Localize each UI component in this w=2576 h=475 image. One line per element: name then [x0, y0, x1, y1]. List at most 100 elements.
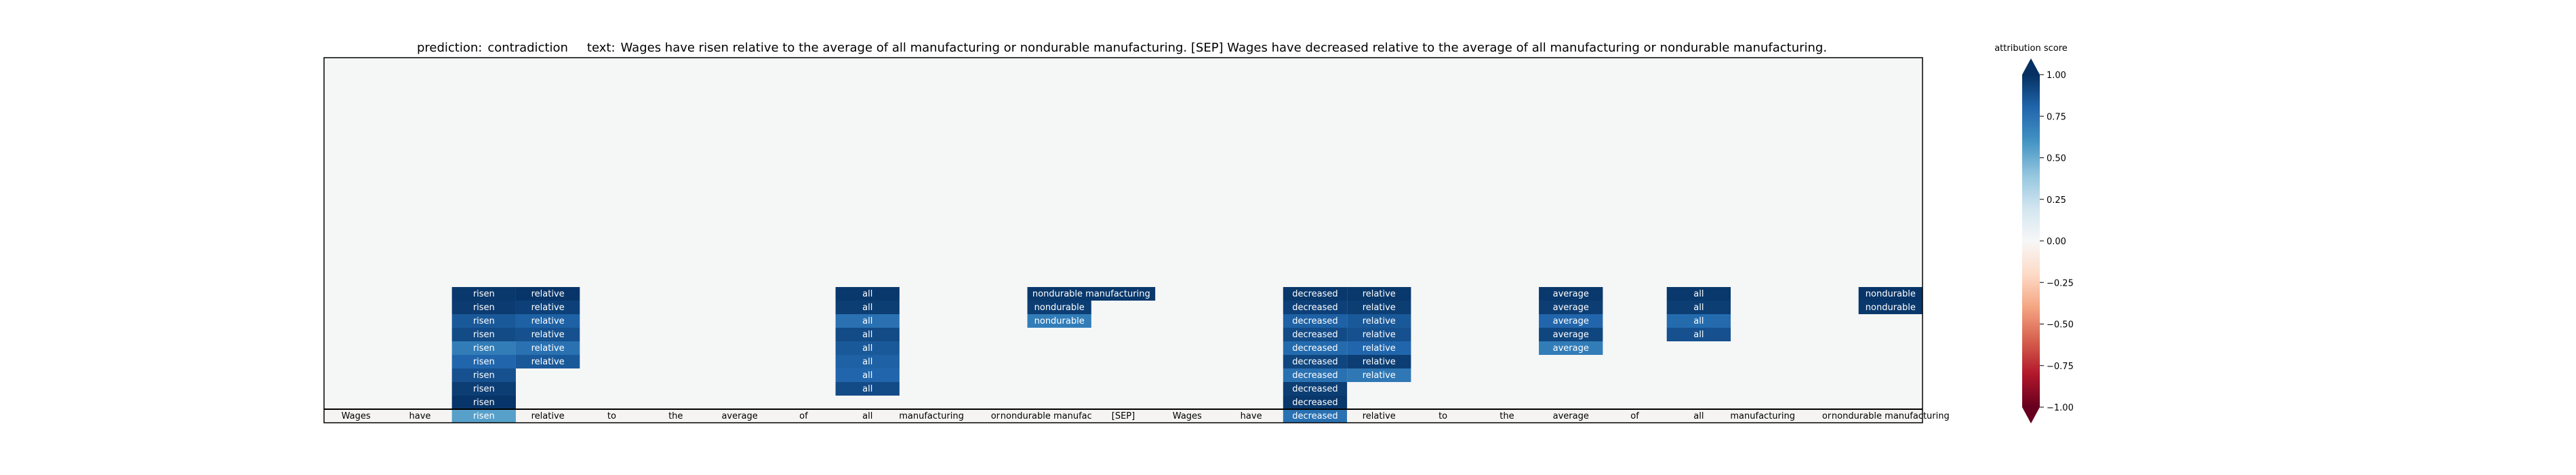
token-cell [1731, 409, 1795, 423]
attribution-cell [1666, 301, 1731, 314]
attribution-cell-label: nondurable manufacturing [1032, 289, 1150, 299]
attribution-cell-label: relative [531, 303, 565, 313]
attribution-cell [515, 341, 580, 355]
token-cell [324, 409, 388, 423]
colorbar-label: attribution score [1994, 43, 2068, 54]
input-text: Wages have risen relative to the average… [621, 41, 1828, 55]
attribution-cell-label: nondurable [1866, 289, 1916, 299]
attribution-cell [451, 355, 516, 368]
token-label: the [1500, 411, 1514, 421]
colorbar-tick-label: 0.50 [2047, 154, 2066, 164]
attribution-cell-label: nondurable [1034, 303, 1085, 313]
attribution-cell [1347, 287, 1411, 301]
attribution-cell-label: average [1553, 330, 1589, 340]
token-cell [1474, 409, 1539, 423]
token-label: have [1241, 411, 1262, 421]
attribution-cell [1283, 396, 1348, 409]
attribution-cell-label: risen [473, 370, 495, 381]
attribution-cell-label: all [862, 330, 872, 340]
attribution-cell [1347, 341, 1411, 355]
attribution-cell-label: average [1553, 316, 1589, 326]
attribution-cell [1027, 301, 1091, 314]
attribution-cell-label: all [862, 357, 872, 367]
attribution-cell [451, 382, 516, 396]
attribution-cell [1539, 287, 1603, 301]
attribution-cell-label: relative [1363, 357, 1396, 367]
token-cell [1539, 409, 1603, 423]
attribution-cell [835, 314, 900, 328]
token-label: or [991, 411, 1001, 421]
attribution-cell-label: decreased [1292, 303, 1337, 313]
token-cell [1794, 409, 1859, 423]
token-cell [1091, 409, 1156, 423]
attribution-cell-label: all [1693, 330, 1704, 340]
token-label: relative [531, 411, 565, 421]
attribution-cell-label: relative [1363, 330, 1396, 340]
token-cell [1858, 409, 1923, 423]
attribution-cell-label: average [1553, 303, 1589, 313]
token-cell [1219, 409, 1283, 423]
attribution-cell [835, 382, 900, 396]
colorbar-tick-label: −0.50 [2047, 320, 2074, 330]
token-cell [963, 409, 1028, 423]
attribution-cell-label: risen [473, 398, 495, 408]
token-cell [1347, 409, 1411, 423]
attribution-cell [1347, 368, 1411, 382]
colorbar-tick-label: −0.75 [2047, 362, 2074, 372]
attribution-cell-label: relative [1363, 289, 1396, 299]
attribution-cell-label: average [1553, 343, 1589, 354]
attribution-cell-label: decreased [1292, 343, 1337, 354]
token-label: of [799, 411, 808, 421]
colorbar-extend-min [2022, 407, 2040, 423]
attribution-cell-label: decreased [1292, 330, 1337, 340]
attribution-cell-label: decreased [1292, 398, 1337, 408]
token-label: have [409, 411, 431, 421]
attribution-cell [515, 328, 580, 341]
plot-frame [323, 57, 1923, 423]
token-cell [1603, 409, 1667, 423]
attribution-cell [1858, 301, 1923, 314]
attribution-cell [451, 368, 516, 382]
attribution-cell-label: relative [531, 357, 565, 367]
attribution-cell [451, 301, 516, 314]
attribution-cell-label: decreased [1292, 357, 1337, 367]
attribution-cell [1666, 314, 1731, 328]
token-label: of [1630, 411, 1639, 421]
attribution-cell [1283, 382, 1348, 396]
attribution-cell [1283, 355, 1348, 368]
attribution-cell [1347, 301, 1411, 314]
attribution-cell-label: nondurable [1866, 303, 1916, 313]
attribution-cell-label: all [862, 384, 872, 394]
attribution-cell-label: risen [473, 343, 495, 354]
attribution-cell-label: average [1553, 289, 1589, 299]
colorbar-tick-label: 1.00 [2047, 71, 2066, 81]
attribution-cell-label: relative [531, 316, 565, 326]
attribution-cell-label: relative [1363, 316, 1396, 326]
token-row: Wages have risen relative to the average of all m… [324, 409, 1950, 423]
attribution-cell [835, 341, 900, 355]
token-cell [1155, 409, 1220, 423]
token-cell [707, 409, 772, 423]
attribution-cell [1027, 314, 1091, 328]
token-label: average [721, 411, 757, 421]
heatmap-cells: risen decreased risen all decreased risen all d… [451, 287, 1923, 409]
attribution-cell-label: decreased [1292, 289, 1337, 299]
token-cell [1666, 409, 1731, 423]
attribution-cell-label: risen [473, 289, 495, 299]
attribution-cell [1283, 314, 1348, 328]
colorbar-tick-label: −0.25 [2047, 278, 2074, 288]
token-label: all [862, 411, 872, 421]
attribution-cell-label: relative [1363, 343, 1396, 354]
attribution-cell-label: all [862, 289, 872, 299]
attribution-cell-label: all [862, 316, 872, 326]
attribution-cell [1283, 287, 1348, 301]
token-label: average [1553, 411, 1589, 421]
colorbar-tick-label: −1.00 [2047, 403, 2074, 413]
attribution-cell [1666, 328, 1731, 341]
token-label: all [1693, 411, 1704, 421]
token-cell [643, 409, 708, 423]
attribution-cell-label: risen [473, 384, 495, 394]
attribution-cell [451, 328, 516, 341]
attribution-cell [1283, 301, 1348, 314]
